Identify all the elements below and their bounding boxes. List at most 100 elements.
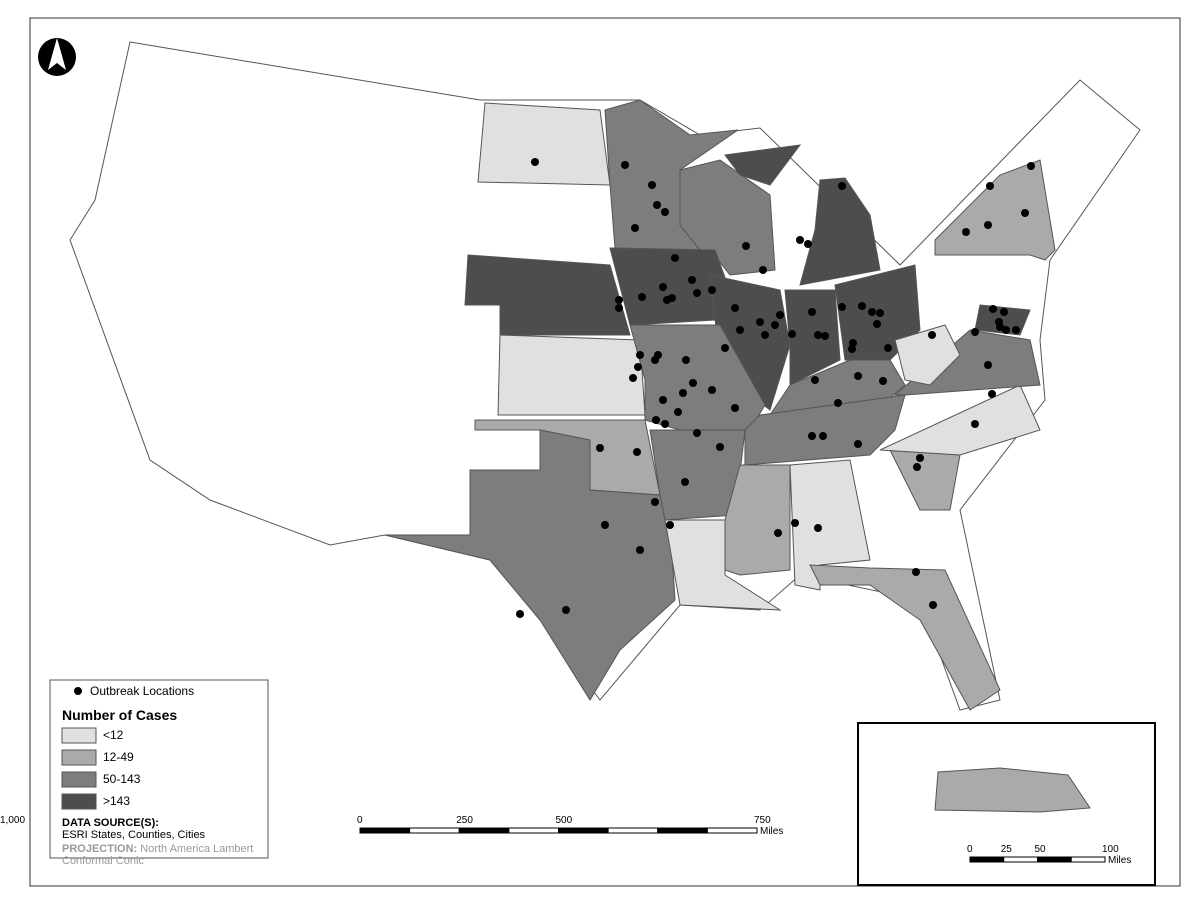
outbreak-dot xyxy=(761,331,769,339)
outbreak-dot xyxy=(629,374,637,382)
outbreak-dot xyxy=(884,344,892,352)
outbreak-dot xyxy=(808,308,816,316)
outbreak-dot xyxy=(562,606,570,614)
state xyxy=(649,429,746,521)
outbreak-dot xyxy=(731,404,739,412)
outbreak-dot xyxy=(601,521,609,529)
outbreak-dot xyxy=(634,363,642,371)
scale-segment xyxy=(969,856,1005,863)
outbreak-dot xyxy=(596,444,604,452)
outbreak-dot xyxy=(681,478,689,486)
outbreak-dot xyxy=(708,286,716,294)
outbreak-dot xyxy=(838,182,846,190)
outbreak-dot xyxy=(962,228,970,236)
outbreak-dot xyxy=(648,181,656,189)
outbreak-dot xyxy=(984,361,992,369)
state xyxy=(894,324,961,386)
outbreak-dot xyxy=(848,345,856,353)
legend-title: Number of Cases xyxy=(62,707,178,723)
state xyxy=(799,177,881,286)
scale-tick-label: 1,000 xyxy=(0,815,26,826)
outbreak-dot xyxy=(838,303,846,311)
legend-swatch xyxy=(61,727,97,744)
scale-tick-label: 0 xyxy=(967,844,973,855)
outbreak-dot xyxy=(661,208,669,216)
outbreak-dot xyxy=(615,304,623,312)
legend-swatch xyxy=(61,793,97,810)
legend-swatch xyxy=(61,771,97,788)
scale-tick-label: 25 xyxy=(1000,844,1012,855)
state xyxy=(809,564,1001,711)
outbreak-dot xyxy=(868,308,876,316)
outbreak-dot xyxy=(811,376,819,384)
outbreak-dot xyxy=(771,321,779,329)
state xyxy=(679,159,776,276)
outbreak-dot xyxy=(756,318,764,326)
outbreak-dot xyxy=(631,224,639,232)
scale-unit: Miles xyxy=(1108,855,1132,866)
outbreak-dot xyxy=(819,432,827,440)
scale-tick-label: 0 xyxy=(357,815,363,826)
outbreak-dot xyxy=(854,372,862,380)
outbreak-dot xyxy=(666,521,674,529)
outbreak-dot xyxy=(913,463,921,471)
outbreak-dot xyxy=(834,399,842,407)
outbreak-dot xyxy=(682,356,690,364)
source-heading: DATA SOURCE(S): xyxy=(62,817,159,829)
outbreak-dot xyxy=(638,293,646,301)
scale-unit: Miles xyxy=(760,826,784,837)
legend-marker-label: Outbreak Locations xyxy=(90,684,195,698)
source-text: ESRI States, Counties, Cities xyxy=(62,829,206,841)
states xyxy=(384,99,1056,711)
outbreak-dot xyxy=(791,519,799,527)
outbreak-locations xyxy=(516,158,1052,801)
projection: PROJECTION: North America Lambert Confor… xyxy=(62,843,262,867)
outbreak-dot xyxy=(821,332,829,340)
outbreak-dot xyxy=(689,379,697,387)
outbreak-dot xyxy=(988,390,996,398)
outbreak-dot xyxy=(796,236,804,244)
outbreak-dot xyxy=(1012,326,1020,334)
outbreak-dot xyxy=(674,408,682,416)
outbreak-dot xyxy=(928,331,936,339)
outbreak-dot xyxy=(721,344,729,352)
outbreak-dot xyxy=(516,610,524,618)
scale-segment xyxy=(706,827,758,834)
outbreak-dot xyxy=(1002,326,1010,334)
outbreak-dot xyxy=(651,498,659,506)
puerto-rico xyxy=(934,767,1091,813)
outbreak-dot xyxy=(671,254,679,262)
outbreak-dot xyxy=(774,529,782,537)
scale-tick-label: 500 xyxy=(555,815,573,826)
scale-segment xyxy=(1003,856,1038,863)
scale-segment xyxy=(607,827,659,834)
outbreak-dot xyxy=(989,305,997,313)
outbreak-dot xyxy=(849,339,857,347)
outbreak-dot xyxy=(873,320,881,328)
outbreak-dot xyxy=(693,429,701,437)
scale-bar xyxy=(359,827,758,834)
outbreak-dot xyxy=(661,420,669,428)
outbreak-dot xyxy=(663,296,671,304)
outbreak-dot xyxy=(759,266,767,274)
outbreak-dot xyxy=(736,326,744,334)
outbreak-dot xyxy=(679,389,687,397)
outbreak-dot xyxy=(659,396,667,404)
outbreak-dot xyxy=(929,601,937,609)
outbreak-dot xyxy=(731,304,739,312)
outbreak-dot xyxy=(984,221,992,229)
scale-tick-label: 750 xyxy=(754,815,771,826)
scale-segment xyxy=(558,827,609,834)
legend-box xyxy=(49,679,269,859)
scale-segment xyxy=(409,827,460,834)
state xyxy=(384,429,676,701)
outbreak-dot xyxy=(652,416,660,424)
outbreak-dot xyxy=(716,443,724,451)
scale-segment xyxy=(657,827,708,834)
outbreak-dot xyxy=(615,296,623,304)
projection-heading: PROJECTION: xyxy=(62,843,138,855)
outbreak-dot xyxy=(654,351,662,359)
scale-segment xyxy=(508,827,559,834)
